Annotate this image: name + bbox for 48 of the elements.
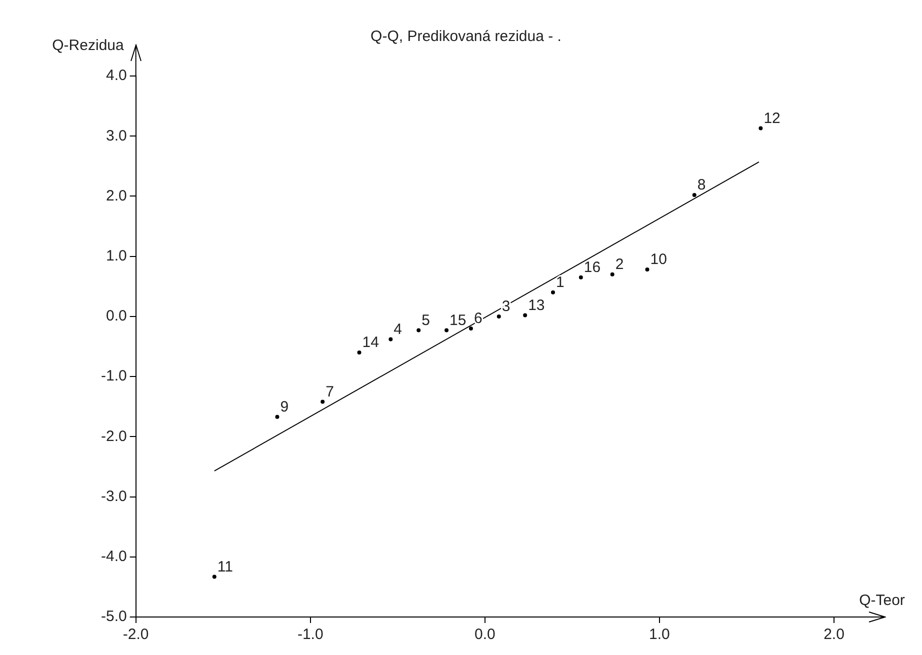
y-tick-label: 3.0 (106, 127, 127, 144)
y-tick-label: 0.0 (106, 308, 127, 325)
annotation: 5 (422, 312, 430, 329)
point (692, 193, 696, 198)
point (212, 574, 216, 579)
x-tick-label: 1.0 (649, 626, 670, 644)
y-tick-label: 4.0 (106, 67, 127, 84)
point (496, 314, 501, 318)
annotation: 2 (615, 256, 624, 274)
annotation: 8 (697, 176, 706, 194)
x-tick-label: 2.0 (824, 626, 844, 644)
y-tick-label: 1.0 (106, 247, 127, 264)
annotation: 13 (528, 296, 545, 314)
point (610, 272, 614, 276)
annotation: 9 (280, 398, 289, 416)
annotation: 12 (764, 110, 780, 127)
annotation: 14 (362, 334, 379, 352)
point (550, 290, 555, 294)
y-tick-label: -4.0 (100, 548, 127, 566)
point (468, 326, 473, 330)
x-axis-title: Q-Teor (859, 592, 905, 610)
annotation: 16 (584, 259, 601, 276)
annotation: 4 (394, 320, 402, 338)
x-tick-label: 0.0 (474, 626, 496, 644)
annotation: 15 (450, 312, 466, 329)
annotation: 10 (650, 251, 667, 268)
point (275, 414, 280, 419)
annotation: 11 (217, 558, 233, 576)
point (444, 328, 449, 332)
annotation: 1 (556, 274, 564, 292)
point (645, 268, 650, 272)
point (758, 126, 763, 130)
point (416, 328, 421, 332)
y-tick-label: -2.0 (100, 428, 127, 445)
point (388, 337, 393, 342)
chart-title: Q-Q, Predikovaná rezidua - . (370, 28, 562, 46)
point (578, 275, 583, 280)
x-tick-label: -2.0 (122, 626, 149, 644)
point (320, 400, 325, 404)
y-tick-label: -1.0 (100, 368, 127, 385)
y-tick-label: 2.0 (106, 187, 127, 204)
point (523, 313, 528, 318)
point (357, 350, 362, 355)
annotation: 7 (326, 383, 334, 400)
x-tick-label: -1.0 (297, 626, 324, 644)
y-tick-label: -5.0 (100, 608, 127, 626)
y-axis-title: Q-Rezidua (52, 37, 124, 54)
y-tick-label: -3.0 (100, 488, 127, 505)
